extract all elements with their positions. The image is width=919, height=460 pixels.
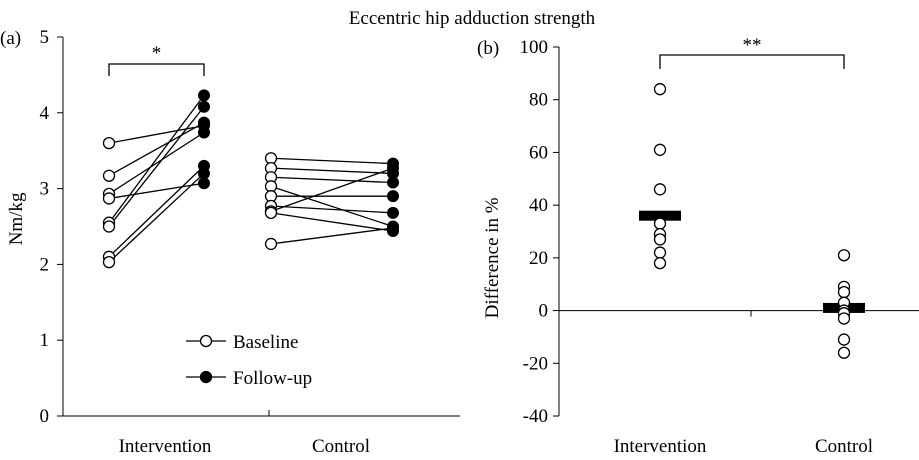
difference-point bbox=[837, 285, 851, 299]
difference-point bbox=[653, 183, 667, 196]
paired-line bbox=[108, 94, 205, 224]
legend-entry: Baseline bbox=[233, 332, 298, 353]
followup-point bbox=[387, 222, 399, 235]
followup-point bbox=[387, 190, 399, 203]
baseline-point bbox=[102, 136, 116, 150]
paired-line bbox=[108, 125, 205, 144]
baseline-point bbox=[102, 255, 116, 269]
significance-label: * bbox=[152, 43, 162, 64]
paired-line bbox=[270, 167, 394, 175]
panel-b-y-tick-label: 40 bbox=[529, 195, 548, 216]
paired-line bbox=[108, 165, 205, 258]
paired-line bbox=[270, 205, 394, 214]
followup-point bbox=[198, 126, 210, 139]
baseline-point bbox=[102, 169, 116, 182]
paired-line bbox=[270, 176, 394, 184]
panel-a-y-tick-label: 1 bbox=[40, 330, 50, 351]
panel-a-label: (a) bbox=[0, 28, 21, 49]
followup-point bbox=[198, 177, 210, 190]
followup-point bbox=[198, 167, 210, 180]
followup-point bbox=[198, 116, 210, 129]
panel-b-y-tick-label: -40 bbox=[523, 406, 548, 427]
followup-point bbox=[387, 162, 399, 175]
panel-b-category-label: Intervention bbox=[614, 436, 707, 457]
difference-point bbox=[653, 217, 667, 230]
panel-b-y-tick-label: 20 bbox=[529, 248, 548, 269]
panel-b-y-tick-label: 80 bbox=[529, 90, 548, 111]
panel-a-y-tick-label: 2 bbox=[40, 254, 50, 275]
difference-point bbox=[653, 233, 667, 246]
panel-b-y-tick-label: -20 bbox=[523, 353, 548, 374]
difference-point bbox=[653, 256, 667, 270]
paired-line bbox=[108, 106, 205, 227]
panel-b-category-label: Control bbox=[815, 436, 873, 457]
paired-line bbox=[270, 157, 394, 165]
followup-point bbox=[387, 206, 399, 219]
significance-bracket bbox=[108, 63, 205, 76]
legend: Baseline Follow-up bbox=[186, 332, 312, 389]
baseline-point bbox=[102, 192, 116, 205]
paired-line bbox=[270, 185, 394, 228]
paired-line bbox=[108, 182, 205, 200]
difference-point bbox=[653, 143, 667, 156]
legend-baseline-marker bbox=[199, 334, 213, 348]
baseline-point bbox=[264, 237, 278, 251]
legend-followup-marker bbox=[199, 370, 213, 384]
significance-bracket bbox=[659, 54, 845, 69]
followup-point bbox=[198, 100, 210, 113]
panel-a-y-axis-label: Nm/kg bbox=[6, 192, 27, 245]
panel-a-y-tick-label: 4 bbox=[40, 103, 50, 124]
panel-b-label: (b) bbox=[477, 38, 499, 59]
difference-point bbox=[837, 333, 851, 346]
panel-b-y-axis-label: Difference in % bbox=[482, 197, 503, 318]
paired-line bbox=[270, 212, 394, 232]
legend-entry: Follow-up bbox=[233, 368, 312, 389]
difference-point bbox=[837, 346, 851, 359]
panel-a-y-tick-label: 5 bbox=[40, 27, 50, 48]
paired-line bbox=[108, 172, 205, 263]
panel-a-y-tick-label: 0 bbox=[40, 406, 50, 427]
figure-title: Eccentric hip adduction strength bbox=[349, 8, 596, 29]
followup-point bbox=[198, 89, 210, 102]
paired-line bbox=[270, 167, 394, 212]
panel-b-y-tick-label: 100 bbox=[520, 37, 549, 58]
paired-line bbox=[108, 131, 205, 195]
panel-b-y-tick-label: 60 bbox=[529, 142, 548, 163]
difference-point bbox=[837, 312, 851, 325]
panel-a-chart: (a) 0 1 2 3 4 5 Nm/kg Intervention Control * Baseli… bbox=[0, 27, 460, 457]
baseline-point bbox=[102, 220, 116, 233]
panel-a-category-label: Control bbox=[312, 436, 370, 457]
panel-b-y-tick-label: 0 bbox=[539, 301, 549, 322]
panel-a-y-tick-label: 3 bbox=[40, 179, 50, 200]
difference-point bbox=[837, 249, 851, 262]
panel-a-category-label: Intervention bbox=[119, 436, 212, 457]
difference-point bbox=[653, 246, 667, 259]
group-mean-bar bbox=[639, 210, 681, 221]
paired-line bbox=[108, 122, 205, 177]
baseline-point bbox=[264, 206, 278, 220]
panel-b-chart: (b) -40 -20 0 20 40 60 80 100 Difference in % Inte… bbox=[477, 35, 919, 457]
followup-point bbox=[387, 176, 399, 189]
paired-line bbox=[270, 227, 394, 245]
significance-label: ** bbox=[743, 35, 762, 56]
difference-point bbox=[653, 83, 667, 96]
